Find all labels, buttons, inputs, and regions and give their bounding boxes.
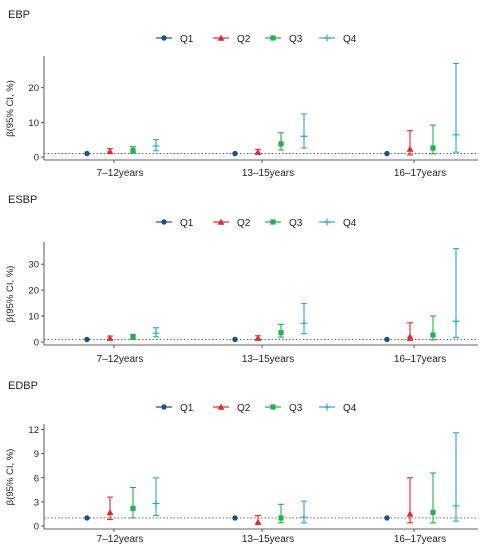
point-q4 (152, 142, 160, 150)
legend-marker-q3 (270, 404, 276, 410)
y-tick-label: 30 (28, 260, 39, 271)
x-tick-label: 7–12years (97, 354, 144, 365)
point-q2 (406, 333, 414, 340)
legend-label-q2: Q2 (237, 218, 251, 229)
y-tick-label: 20 (28, 83, 39, 94)
point-q1 (232, 515, 238, 521)
point-q1 (232, 150, 238, 157)
point-q4 (152, 500, 160, 508)
point-q1 (84, 150, 90, 157)
legend-label-q4: Q4 (343, 403, 357, 414)
point-q2 (106, 148, 114, 155)
point-q3 (130, 147, 136, 154)
point-q2 (254, 518, 262, 525)
point-q1 (84, 515, 90, 521)
legend-label-q1: Q1 (180, 403, 194, 414)
point-q4 (300, 132, 308, 140)
y-tick-label: 10 (28, 118, 39, 129)
panel-title: EDBP (8, 380, 38, 392)
point-q1 (384, 150, 390, 157)
point-q3 (130, 334, 136, 340)
y-tick-label: 12 (28, 425, 39, 436)
legend-marker-q1 (161, 35, 167, 41)
x-tick-label: 7–12years (97, 168, 144, 179)
legend-marker-q2 (217, 403, 225, 410)
legend-label-q4: Q4 (343, 218, 357, 229)
y-tick-label: 0 (34, 153, 39, 164)
legend: Q1 Q2 Q3 Q4 (156, 403, 357, 414)
point-q3 (430, 509, 436, 515)
x-tick-label: 13–15years (242, 534, 294, 545)
legend-label-q2: Q2 (237, 34, 251, 45)
point-q4 (452, 317, 460, 325)
x-tick-label: 13–15years (242, 354, 294, 365)
y-tick-label: 6 (34, 473, 39, 484)
legend-label-q1: Q1 (180, 34, 194, 45)
y-tick-label: 10 (28, 312, 39, 323)
point-q4 (300, 319, 308, 327)
point-q2 (254, 148, 262, 155)
point-q2 (106, 334, 114, 341)
point-q2 (406, 145, 414, 152)
x-tick-label: 16–17years (394, 168, 446, 179)
x-tick-label: 16–17years (394, 354, 446, 365)
y-tick-label: 20 (28, 286, 39, 297)
panel-title: EBP (8, 9, 30, 21)
panel-title: ESBP (8, 194, 37, 206)
legend-marker-q4 (323, 34, 331, 42)
legend-label-q3: Q3 (289, 218, 303, 229)
panel-ebp: EBP Q1 Q2 Q3 Q4 0 10 20 β(95% CI, %) 7–12years 13–… (5, 9, 478, 179)
x-tick-label: 7–12years (97, 534, 144, 545)
legend-marker-q4 (323, 403, 331, 411)
point-q3 (278, 141, 284, 147)
legend-marker-q2 (217, 34, 225, 41)
legend-label-q3: Q3 (289, 403, 303, 414)
point-q2 (406, 510, 414, 517)
point-q3 (130, 505, 136, 511)
point-q1 (384, 515, 390, 521)
point-q2 (106, 508, 114, 516)
y-tick-label: 3 (34, 497, 39, 508)
x-tick-label: 16–17years (394, 534, 446, 545)
x-tick-label: 13–15years (242, 168, 294, 179)
y-tick-label: 0 (34, 338, 39, 349)
point-q2 (254, 334, 262, 341)
legend-marker-q3 (270, 219, 276, 225)
legend-marker-q1 (161, 219, 167, 225)
point-q4 (300, 513, 308, 521)
point-q4 (452, 502, 460, 510)
point-q3 (278, 515, 284, 521)
point-q4 (452, 131, 460, 139)
legend-marker-q4 (323, 218, 331, 226)
y-axis-title: β(95% CI, %) (5, 449, 16, 506)
y-tick-label: 0 (34, 522, 39, 533)
legend: Q1 Q2 Q3 Q4 (156, 34, 357, 45)
point-q4 (152, 329, 160, 337)
legend-label-q3: Q3 (289, 34, 303, 45)
legend-marker-q2 (217, 218, 225, 225)
panel-esbp: ESBP Q1 Q2 Q3 Q4 0 10 20 30 β(95% CI, %) 7–12years… (5, 194, 478, 365)
point-q1 (232, 336, 238, 343)
legend-marker-q3 (270, 35, 276, 41)
legend-label-q2: Q2 (237, 403, 251, 414)
point-q3 (430, 332, 436, 338)
legend: Q1 Q2 Q3 Q4 (156, 218, 357, 229)
y-axis-title: β(95% CI, %) (5, 80, 16, 137)
legend-label-q4: Q4 (343, 34, 357, 45)
point-q3 (430, 145, 436, 151)
legend-marker-q1 (161, 404, 167, 410)
point-q1 (84, 336, 90, 343)
panel-edbp: EDBP Q1 Q2 Q3 Q4 0 3 6 9 12 β(95% CI, %) 7–12years 1… (5, 380, 478, 545)
y-tick-label: 9 (34, 449, 39, 460)
y-axis-title: β(95% CI, %) (5, 266, 16, 323)
point-q3 (278, 330, 284, 336)
legend-label-q1: Q1 (180, 218, 194, 229)
point-q1 (384, 336, 390, 343)
